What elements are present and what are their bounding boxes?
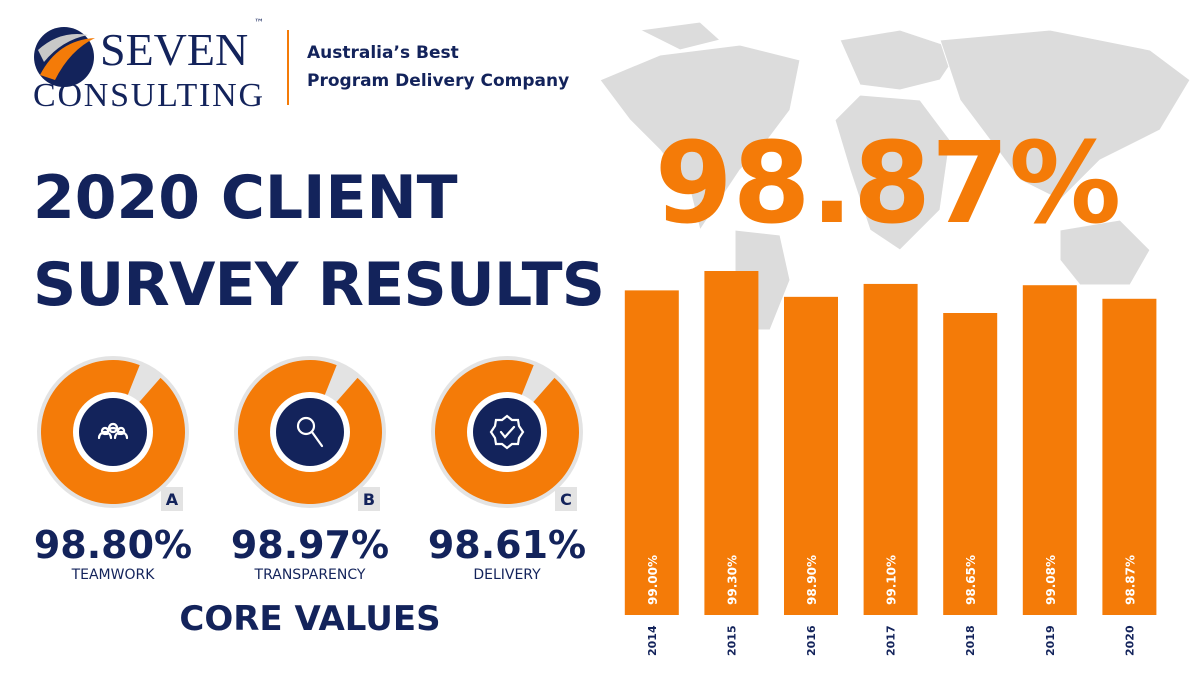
title: 2020 CLIENT: [33, 163, 458, 233]
bar: [1102, 298, 1157, 615]
value-label: 99.00%: [646, 555, 660, 605]
x-tick-label: 2017: [885, 625, 898, 656]
bar: [863, 283, 918, 615]
world-map: [599, 21, 1191, 331]
bar: [1022, 285, 1077, 615]
bar: [784, 296, 838, 615]
logo-bottom: CONSULTING: [33, 77, 263, 114]
x-tick-label: 2015: [725, 625, 738, 656]
icon: [97, 422, 129, 440]
x-tick-label: 2020: [1123, 625, 1136, 656]
bar: [704, 271, 759, 615]
score: 98.80%: [34, 523, 192, 567]
letter: A: [166, 490, 179, 509]
letter-box: [358, 487, 380, 511]
core-values-title: CORE VALUES: [179, 599, 440, 639]
core-value: C 98.61%DELIVERY: [428, 356, 586, 583]
letter: C: [560, 490, 572, 509]
letter-box: [161, 487, 183, 511]
value-label: 98.65%: [964, 555, 978, 605]
value-label: 98.90%: [805, 555, 819, 605]
trademark: ™: [254, 18, 264, 29]
x-tick-label: 2016: [805, 625, 818, 656]
logo-top: SEVEN: [100, 24, 248, 75]
icon-badge: [473, 398, 541, 466]
core-value: A 98.80%TEAMWORK: [34, 356, 192, 583]
core-value: B 98.97%TRANSPARENCY: [231, 356, 389, 583]
letter-box: [555, 487, 577, 511]
score: 98.61%: [428, 523, 586, 567]
value-label: 99.30%: [725, 555, 739, 605]
tagline: Australia’s Best: [307, 43, 459, 63]
icon: [489, 414, 525, 450]
x-tick-label: 2018: [964, 625, 977, 656]
score: 98.97%: [231, 523, 389, 567]
icon: [296, 416, 324, 448]
logo: SEVEN ™ CONSULTING Australia’s Best Prog…: [33, 18, 569, 114]
headline: 98.87%: [655, 119, 1121, 249]
bar: [943, 313, 998, 615]
value-label: 99.10%: [885, 555, 899, 605]
value-name: TEAMWORK: [71, 567, 156, 583]
tagline: Program Delivery Company: [307, 71, 569, 91]
value-name: TRANSPARENCY: [254, 567, 366, 583]
value-label: 98.87%: [1123, 555, 1137, 605]
bar: [624, 290, 679, 615]
x-tick-label: 2019: [1044, 625, 1057, 656]
value-label: 99.08%: [1044, 555, 1058, 605]
value-name: DELIVERY: [473, 567, 541, 583]
x-tick-label: 2014: [646, 625, 659, 656]
title: SURVEY RESULTS: [33, 250, 605, 320]
letter: B: [363, 490, 375, 509]
